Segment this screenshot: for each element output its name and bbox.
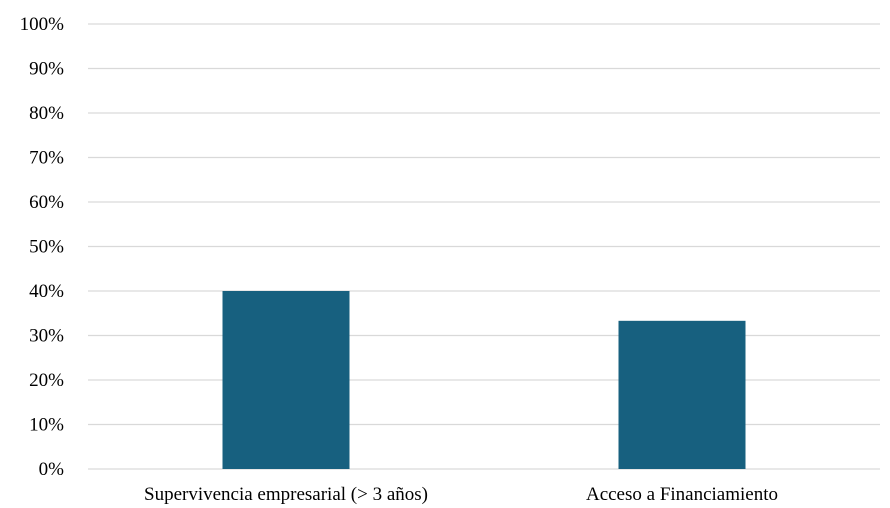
y-tick-label: 70% — [29, 148, 64, 169]
y-tick-label: 90% — [29, 59, 64, 80]
y-tick-label: 10% — [29, 415, 64, 436]
y-tick-label: 50% — [29, 237, 64, 258]
y-tick-label: 80% — [29, 103, 64, 124]
bar-0 — [222, 291, 350, 469]
x-category-label: Acceso a Financiamiento — [586, 484, 778, 505]
y-tick-label: 0% — [39, 459, 65, 480]
x-axis-category-labels: Supervivencia empresarial (> 3 años) Acce… — [144, 484, 778, 505]
y-tick-label: 30% — [29, 326, 64, 347]
y-tick-label: 100% — [20, 14, 65, 35]
bars — [222, 291, 746, 469]
bar-1 — [618, 320, 746, 469]
y-tick-label: 40% — [29, 281, 64, 302]
y-axis-tick-labels: 0% 10% 20% 30% 40% 50% 60% 70% 80% 90% 100% — [20, 14, 65, 480]
y-tick-label: 20% — [29, 370, 64, 391]
x-category-label: Supervivencia empresarial (> 3 años) — [144, 484, 428, 505]
gridlines — [88, 23, 880, 470]
y-tick-label: 60% — [29, 192, 64, 213]
